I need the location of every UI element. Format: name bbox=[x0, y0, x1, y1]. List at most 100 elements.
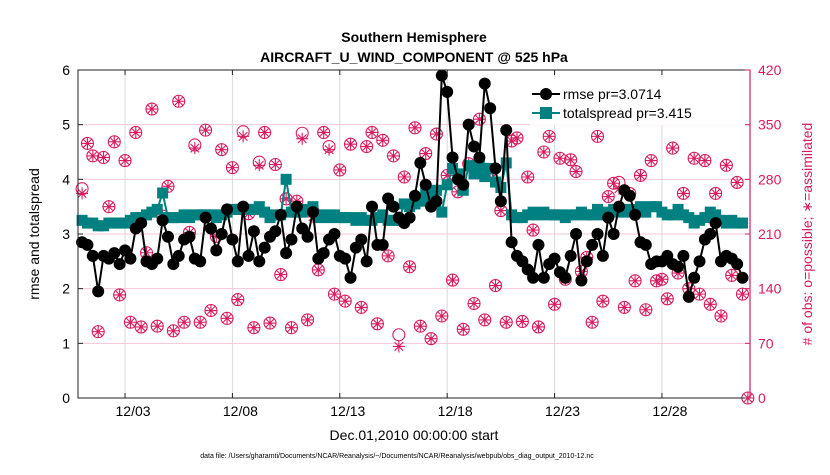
totalspread-point bbox=[151, 203, 163, 215]
obs-assimilated-point bbox=[161, 180, 174, 193]
rmse-point bbox=[124, 252, 137, 265]
obs-assimilated-point bbox=[553, 152, 566, 165]
obs-assimilated-point bbox=[269, 158, 282, 171]
rmse-point bbox=[285, 233, 298, 246]
obs-assimilated-point bbox=[301, 313, 314, 326]
totalspread-point bbox=[441, 179, 453, 191]
rmse-point bbox=[92, 285, 105, 298]
obs-assimilated-point bbox=[661, 292, 674, 305]
rmse-point bbox=[280, 247, 293, 260]
obs-assimilated-point bbox=[344, 138, 357, 151]
footer-data-file: data file: /Users/gharamti/Documents/NCA… bbox=[200, 453, 594, 460]
obs-assimilated-point bbox=[731, 176, 744, 189]
y-axis-right-label: # of obs: o=possible; ∗=assimilated bbox=[799, 123, 815, 346]
rmse-point bbox=[672, 260, 685, 273]
rmse-point bbox=[210, 244, 223, 257]
y-tick-label: 3 bbox=[62, 226, 70, 242]
rmse-point bbox=[537, 271, 550, 284]
obs-assimilated-point bbox=[698, 154, 711, 167]
y-tick-label: 4 bbox=[62, 171, 70, 187]
totalspread-point bbox=[468, 168, 480, 180]
rmse-point bbox=[527, 271, 540, 284]
obs-assimilated-point bbox=[387, 149, 400, 162]
rmse-point bbox=[135, 217, 148, 230]
rmse-point bbox=[559, 271, 572, 284]
rmse-point bbox=[376, 238, 389, 251]
rmse-point bbox=[623, 189, 636, 202]
obs-assimilated-point bbox=[639, 303, 652, 316]
obs-assimilated-point bbox=[591, 130, 604, 143]
obs-assimilated-point bbox=[215, 143, 228, 156]
y-right-tick-label: 420 bbox=[758, 62, 782, 78]
obs-assimilated-point bbox=[543, 130, 556, 143]
obs-assimilated-point bbox=[97, 151, 110, 164]
rmse-point bbox=[317, 247, 330, 260]
rmse-point bbox=[81, 238, 94, 251]
rmse-point bbox=[215, 228, 228, 240]
rmse-point bbox=[446, 151, 459, 164]
rmse-point bbox=[709, 217, 722, 230]
obs-assimilated-point bbox=[140, 246, 153, 259]
y-right-tick-label: 280 bbox=[758, 171, 782, 187]
obs-assimilated-point bbox=[527, 224, 540, 237]
obs-assimilated-point bbox=[688, 152, 701, 165]
totalspread-point bbox=[280, 173, 292, 185]
obs-assimilated-point bbox=[715, 310, 728, 322]
legend-rmse-label: rmse pr=3.0714 bbox=[563, 86, 662, 102]
rmse-point bbox=[221, 203, 234, 216]
obs-assimilated-point bbox=[221, 312, 234, 325]
rmse-point bbox=[387, 200, 400, 213]
rmse-point bbox=[419, 178, 432, 191]
rmse-point bbox=[441, 85, 454, 98]
obs-assimilated-point bbox=[119, 154, 132, 167]
obs-assimilated-point bbox=[167, 324, 180, 337]
obs-assimilated-point bbox=[296, 132, 309, 145]
obs-assimilated-point bbox=[253, 159, 266, 172]
rmse-point bbox=[548, 252, 561, 265]
obs-assimilated-point bbox=[247, 321, 260, 334]
obs-assimilated-point bbox=[704, 298, 717, 311]
rmse-point bbox=[172, 249, 185, 262]
rmse-point bbox=[306, 206, 319, 219]
obs-assimilated-point bbox=[430, 128, 443, 141]
rmse-point bbox=[462, 118, 475, 131]
rmse-point bbox=[612, 200, 625, 213]
obs-assimilated-point bbox=[226, 161, 239, 174]
legend-rmse-marker bbox=[540, 88, 552, 100]
obs-assimilated-point bbox=[280, 192, 293, 205]
obs-assimilated-point bbox=[366, 126, 379, 139]
obs-assimilated-point bbox=[720, 159, 733, 172]
obs-assimilated-point bbox=[575, 265, 588, 278]
obs-assimilated-point bbox=[92, 325, 105, 338]
obs-assimilated-point bbox=[473, 113, 486, 126]
rmse-point bbox=[269, 225, 282, 238]
rmse-point bbox=[704, 228, 717, 240]
rmse-point bbox=[580, 255, 593, 268]
rmse-point bbox=[494, 195, 507, 208]
obs-assimilated-point bbox=[537, 146, 550, 158]
obs-assimilated-point bbox=[151, 320, 164, 333]
rmse-point bbox=[258, 241, 271, 254]
obs-assimilated-point bbox=[650, 274, 663, 287]
obs-assimilated-point bbox=[725, 269, 738, 282]
obs-assimilated-point bbox=[441, 169, 454, 182]
rmse-point bbox=[226, 233, 239, 246]
obs-assimilated-point bbox=[231, 293, 244, 306]
obs-assimilated-point bbox=[618, 301, 631, 314]
obs-assimilated-point bbox=[521, 170, 534, 183]
rmse-point bbox=[253, 255, 266, 268]
totalspread-point bbox=[736, 217, 748, 229]
rmse-point bbox=[290, 200, 303, 213]
totalspread-point bbox=[495, 182, 507, 194]
obs-assimilated-point bbox=[108, 135, 121, 148]
rmse-point bbox=[156, 214, 169, 227]
y-tick-label: 0 bbox=[62, 390, 70, 406]
rmse-point bbox=[564, 249, 577, 262]
obs-assimilated-point bbox=[446, 274, 459, 287]
obs-assimilated-point bbox=[392, 340, 405, 353]
rmse-point bbox=[629, 208, 642, 221]
obs-assimilated-point bbox=[478, 313, 491, 326]
obs-assimilated-point bbox=[607, 177, 620, 190]
obs-assimilated-point bbox=[677, 187, 690, 200]
rmse-point bbox=[161, 230, 174, 243]
